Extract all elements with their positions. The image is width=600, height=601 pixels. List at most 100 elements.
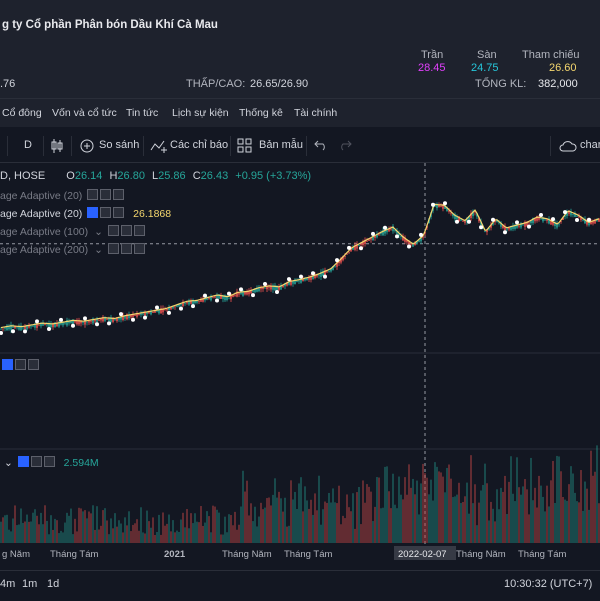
settings-icon[interactable] — [100, 207, 112, 218]
last-price-fragment: .76 — [0, 78, 16, 90]
chevron-down-icon[interactable]: ⌄ — [94, 244, 103, 256]
compare-button[interactable]: So sánh — [99, 139, 140, 151]
indicators-icon[interactable] — [150, 138, 168, 154]
volume-bar — [252, 521, 254, 543]
template-button[interactable]: Bản mẫu — [259, 139, 304, 151]
settings-icon[interactable] — [15, 359, 26, 370]
volume-bar — [172, 520, 174, 543]
close-icon[interactable] — [133, 243, 145, 254]
candle-body — [500, 222, 502, 227]
candle-body — [294, 279, 296, 285]
close-icon[interactable] — [28, 359, 39, 370]
range-1d[interactable]: 1d — [47, 578, 60, 590]
volume-bar — [406, 494, 408, 543]
symbol-label: D, HOSE — [0, 170, 46, 182]
volume-bar — [272, 494, 274, 543]
candle-body — [132, 314, 134, 317]
close-icon[interactable] — [113, 207, 125, 218]
candle-body — [262, 287, 264, 290]
candle-body — [154, 310, 156, 313]
volume-bar — [538, 475, 540, 543]
candle-body — [412, 243, 414, 247]
candle-body — [30, 326, 32, 328]
volume-bar — [40, 512, 42, 543]
menu-news[interactable]: Tin tức — [126, 107, 159, 119]
menu-shareholders[interactable]: Cổ đông — [2, 107, 42, 119]
menu-statistics[interactable]: Thống kê — [239, 107, 283, 119]
candle-body — [186, 301, 188, 304]
close-icon[interactable] — [43, 456, 55, 467]
candle-body — [110, 317, 112, 322]
candle-body — [134, 315, 136, 316]
redo-icon[interactable] — [338, 139, 352, 151]
indicator-row[interactable]: age Adaptive (100) ⌄ — [0, 225, 145, 238]
candle-body — [52, 323, 54, 328]
volume-bar — [138, 530, 140, 543]
settings-icon[interactable] — [120, 243, 132, 254]
eye-icon[interactable] — [17, 456, 29, 467]
sub-pane-controls[interactable] — [0, 359, 39, 372]
volume-bar — [128, 511, 130, 543]
candle-body — [178, 304, 180, 307]
eye-icon[interactable] — [107, 225, 119, 236]
volume-bar — [210, 532, 212, 543]
indicator-row[interactable]: age Adaptive (20) 26.1868 — [0, 207, 171, 220]
candlestick-icon[interactable] — [50, 138, 64, 154]
range-1m[interactable]: 1m — [22, 578, 38, 590]
chart-area[interactable]: g Năm Tháng Tám 2021 Tháng Năm Tháng Tám… — [0, 163, 600, 570]
volume-bar — [432, 500, 434, 543]
volume-bar — [280, 498, 282, 543]
indicator-row[interactable]: age Adaptive (20) — [0, 189, 125, 202]
menu-events[interactable]: Lịch sự kiện — [172, 107, 229, 119]
cloud-icon[interactable] — [559, 140, 577, 152]
undo-icon[interactable] — [314, 139, 328, 151]
chevron-down-icon[interactable]: ⌄ — [4, 457, 13, 469]
eye-icon[interactable] — [107, 243, 119, 254]
chart-save-label[interactable]: char — [580, 139, 600, 151]
range-4m[interactable]: 4m — [0, 578, 16, 590]
menu-capital-dividend[interactable]: Vốn và cổ tức — [52, 107, 117, 119]
candle-body — [140, 313, 142, 315]
candle-body — [316, 275, 318, 277]
volume-bar — [240, 506, 242, 543]
eye-icon[interactable] — [87, 189, 99, 200]
signal-dot — [191, 304, 195, 309]
divider — [230, 136, 231, 156]
indicators-button[interactable]: Các chỉ báo — [170, 139, 229, 151]
settings-icon[interactable] — [100, 189, 112, 200]
candle-body — [594, 219, 596, 224]
chevron-down-icon[interactable]: ⌄ — [94, 226, 103, 238]
volume-legend[interactable]: ⌄ 2.594M — [4, 456, 99, 469]
candle-body — [470, 213, 472, 219]
candle-body — [324, 270, 326, 276]
close-icon[interactable] — [133, 225, 145, 236]
candle-body — [484, 231, 486, 233]
volume-bar — [184, 527, 186, 543]
settings-icon[interactable] — [30, 456, 42, 467]
volume-bar — [116, 526, 118, 543]
template-icon[interactable] — [237, 138, 253, 154]
settings-icon[interactable] — [120, 225, 132, 236]
menu-finance[interactable]: Tài chính — [294, 107, 338, 119]
eye-icon[interactable] — [2, 359, 13, 370]
eye-icon[interactable] — [87, 207, 99, 218]
volume-bar — [170, 531, 172, 543]
candle-body — [230, 294, 232, 300]
candle-body — [68, 321, 70, 324]
volume-bar — [114, 513, 116, 543]
volume-bar — [88, 511, 90, 543]
interval-button[interactable]: D — [24, 139, 32, 151]
price-chart[interactable]: g Năm Tháng Tám 2021 Tháng Năm Tháng Tám… — [0, 163, 600, 570]
volume-bar — [532, 500, 534, 543]
add-compare-icon[interactable] — [80, 139, 94, 153]
candle-body — [264, 287, 266, 289]
volume-bar — [546, 485, 548, 543]
close-icon[interactable] — [113, 189, 125, 200]
candle-body — [158, 308, 160, 314]
volume-bar — [372, 521, 374, 543]
candle-body — [374, 235, 376, 238]
signal-dot — [95, 322, 99, 327]
indicator-row[interactable]: age Adaptive (200) ⌄ — [0, 243, 145, 256]
volume-bar — [206, 511, 208, 543]
volume-bar — [444, 492, 446, 543]
